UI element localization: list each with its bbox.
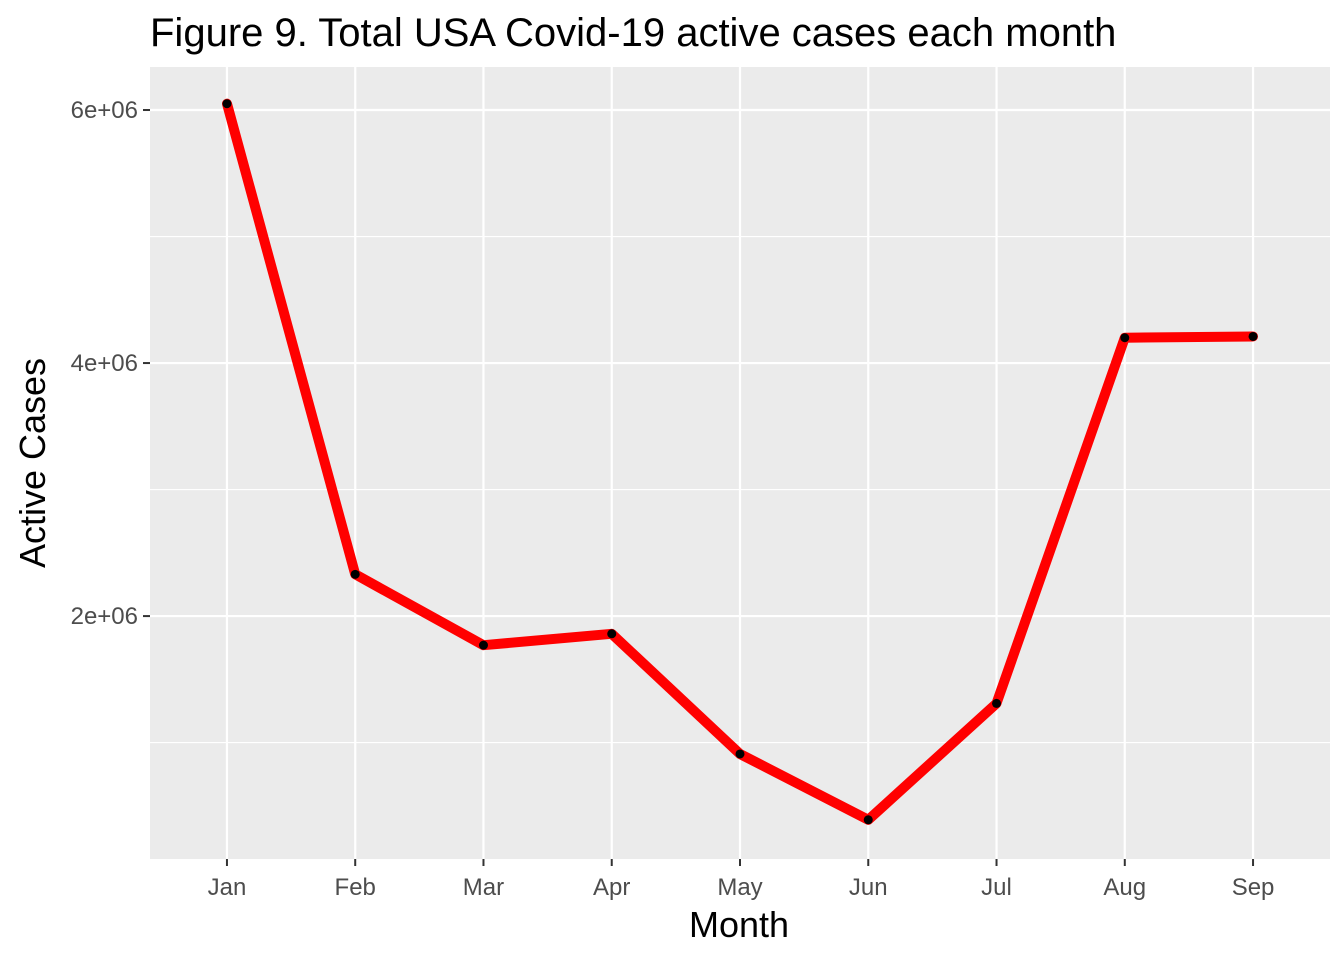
data-point bbox=[992, 698, 1002, 708]
y-tick-label: 4e+06 bbox=[71, 350, 138, 377]
x-axis: Jan Feb Mar Apr May Jun Jul Aug Sep bbox=[208, 859, 1275, 901]
y-tick-label: 6e+06 bbox=[71, 97, 138, 124]
data-point bbox=[478, 640, 488, 650]
y-axis-title: Active Cases bbox=[12, 358, 53, 568]
data-point bbox=[222, 99, 232, 109]
data-point bbox=[607, 629, 617, 639]
y-axis: 2e+06 4e+06 6e+06 bbox=[71, 97, 150, 630]
y-tick-label: 2e+06 bbox=[71, 603, 138, 630]
x-tick-label: Jan bbox=[208, 874, 247, 901]
x-tick-label: Apr bbox=[593, 874, 630, 901]
data-point bbox=[1248, 331, 1258, 341]
x-tick-label: Feb bbox=[335, 874, 376, 901]
chart-title: Figure 9. Total USA Covid-19 active case… bbox=[150, 11, 1116, 55]
x-tick-label: Mar bbox=[463, 874, 504, 901]
x-axis-title: Month bbox=[689, 904, 789, 945]
data-point bbox=[1120, 333, 1130, 343]
x-tick-label: Jun bbox=[849, 874, 888, 901]
data-points bbox=[222, 99, 1258, 825]
x-tick-label: Sep bbox=[1232, 874, 1275, 901]
data-point bbox=[735, 749, 745, 759]
data-point bbox=[350, 569, 360, 579]
x-tick-label: Jul bbox=[981, 874, 1012, 901]
x-tick-label: Aug bbox=[1103, 874, 1146, 901]
x-tick-label: May bbox=[717, 874, 762, 901]
major-gridlines bbox=[150, 67, 1330, 859]
data-point bbox=[863, 815, 873, 825]
